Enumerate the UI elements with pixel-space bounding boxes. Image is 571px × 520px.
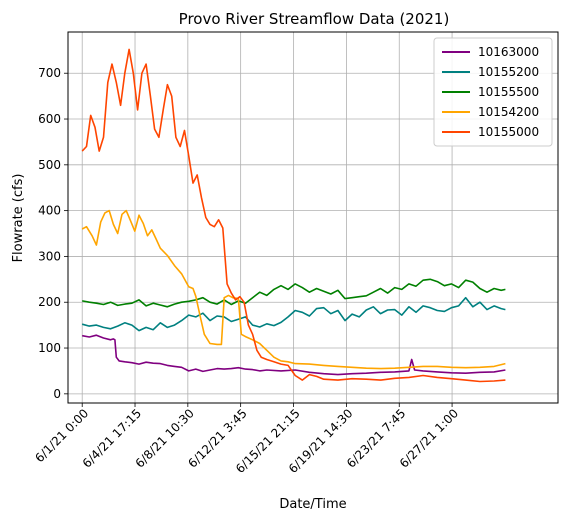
y-tick-label: 100 [38,341,61,355]
legend-label: 10163000 [478,45,539,59]
grid-lines [68,32,558,403]
series-line-10155200 [81,296,506,332]
y-axis-label: Flowrate (cfs) [11,174,26,263]
y-tick-label: 200 [38,295,61,309]
legend-box [433,37,553,147]
legend-label: 10155500 [478,85,539,99]
axis-ticks: 6/1/21 0:006/4/21 17:156/8/21 10:306/12/… [32,66,461,476]
y-tick-label: 0 [53,387,61,401]
y-tick-label: 400 [38,204,61,218]
series-lines [81,48,506,383]
legend-label: 10155200 [478,65,539,79]
legend-label: 10155000 [478,125,539,139]
x-axis-label: Date/Time [279,497,346,512]
y-tick-label: 600 [38,112,61,126]
series-line-10163000 [82,334,506,376]
series-line-10155500 [82,278,506,308]
legend-label: 10154200 [478,105,539,119]
y-tick-label: 300 [38,249,61,263]
plot-frame [67,31,559,404]
x-tick-label: 6/1/21 0:00 [32,406,91,465]
y-tick-label: 700 [38,66,61,80]
series-line-10154200 [81,209,506,370]
y-tick-label: 500 [38,158,61,172]
chart-title: Provo River Streamflow Data (2021) [179,10,450,28]
legend: 10163000 10155200 10155500 10154200 10155000 [433,37,553,147]
series-line-10155000 [81,48,506,383]
